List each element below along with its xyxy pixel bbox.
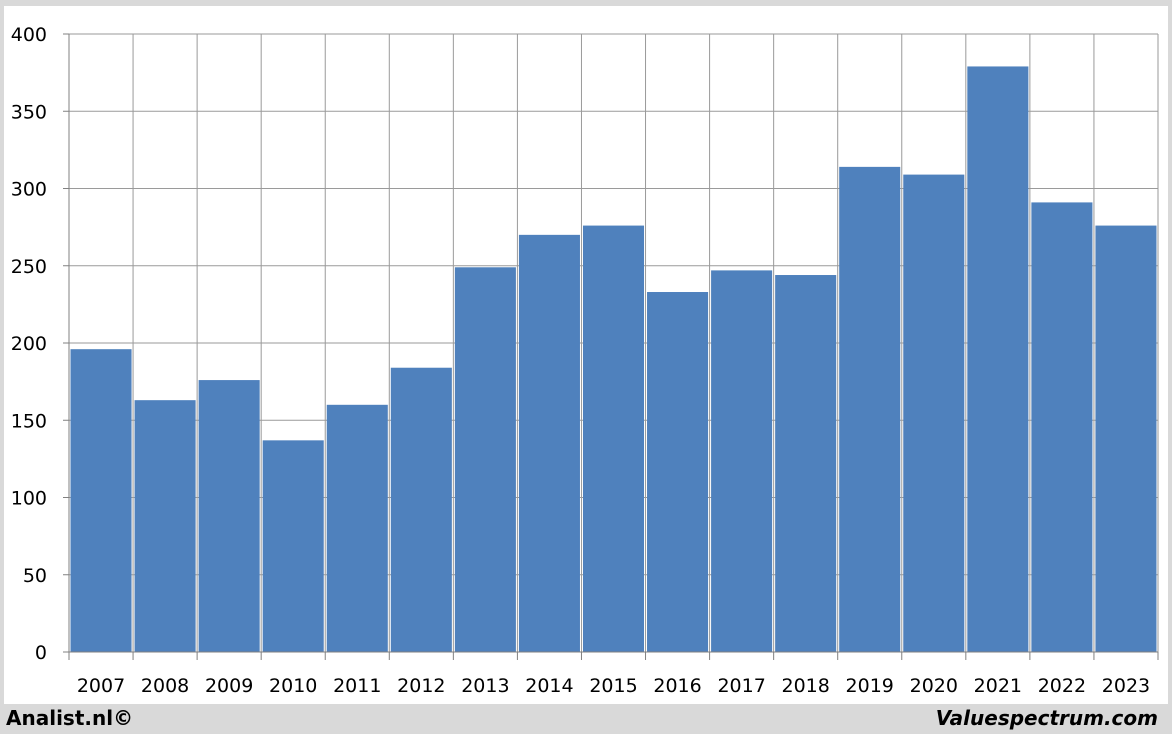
footer-copyright: Analist.nl© [6, 706, 134, 730]
x-tick-label: 2013 [461, 675, 509, 697]
bar-2015 [582, 225, 645, 652]
bar-2008 [134, 400, 196, 652]
x-tick-label: 2014 [525, 675, 573, 697]
x-tick-label: 2021 [974, 675, 1022, 697]
bars [70, 66, 1157, 652]
x-tick-label: 2016 [653, 675, 701, 697]
bar-2011 [326, 404, 388, 652]
bar-2007 [70, 349, 132, 652]
x-tick-label: 2020 [910, 675, 958, 697]
y-tick-label: 300 [11, 179, 47, 201]
bar-2017 [711, 270, 773, 652]
y-tick-label: 350 [11, 101, 47, 123]
y-tick-label: 200 [11, 333, 47, 355]
x-tick-label: 2007 [77, 675, 125, 697]
bar-2014 [518, 234, 580, 652]
x-tick-label: 2009 [205, 675, 253, 697]
x-tick-label: 2015 [589, 675, 637, 697]
y-tick-label: 100 [11, 488, 47, 510]
x-tick-label: 2017 [717, 675, 765, 697]
chart-frame: 0 50 100 150 200 250 300 350 400 2007 2008 2009 201… [4, 6, 1168, 704]
y-tick-label: 0 [35, 642, 47, 664]
gridlines [69, 33, 1159, 653]
axes [63, 33, 1159, 660]
x-tick-label: 2008 [141, 675, 189, 697]
bar-2018 [775, 275, 837, 652]
y-tick-label: 50 [23, 565, 47, 587]
y-tick-label: 400 [11, 24, 47, 46]
bar-2016 [647, 292, 709, 652]
footer-source: Valuespectrum.com [935, 706, 1158, 730]
x-tick-label: 2022 [1038, 675, 1086, 697]
x-tick-label: 2019 [846, 675, 894, 697]
x-tick-label: 2018 [781, 675, 829, 697]
bar-2013 [454, 267, 516, 652]
x-tick-labels: 2007 2008 2009 2010 2011 2012 2013 2014 2015 2016… [77, 675, 1150, 697]
bar-2023 [1095, 225, 1157, 652]
y-tick-label: 150 [11, 410, 47, 432]
y-tick-label: 250 [11, 256, 47, 278]
x-tick-label: 2011 [333, 675, 381, 697]
bar-2010 [262, 440, 324, 652]
bar-chart: 0 50 100 150 200 250 300 350 400 2007 2008 2009 201… [11, 24, 1159, 697]
bar-2021 [967, 66, 1029, 652]
y-tick-labels: 0 50 100 150 200 250 300 350 400 [11, 24, 47, 664]
bar-2012 [390, 367, 452, 652]
x-tick-label: 2012 [397, 675, 445, 697]
bar-2019 [839, 166, 901, 652]
bar-2022 [1031, 202, 1093, 652]
x-tick-label: 2023 [1102, 675, 1150, 697]
bar-2020 [903, 174, 965, 652]
bar-2009 [198, 380, 260, 652]
x-tick-label: 2010 [269, 675, 317, 697]
